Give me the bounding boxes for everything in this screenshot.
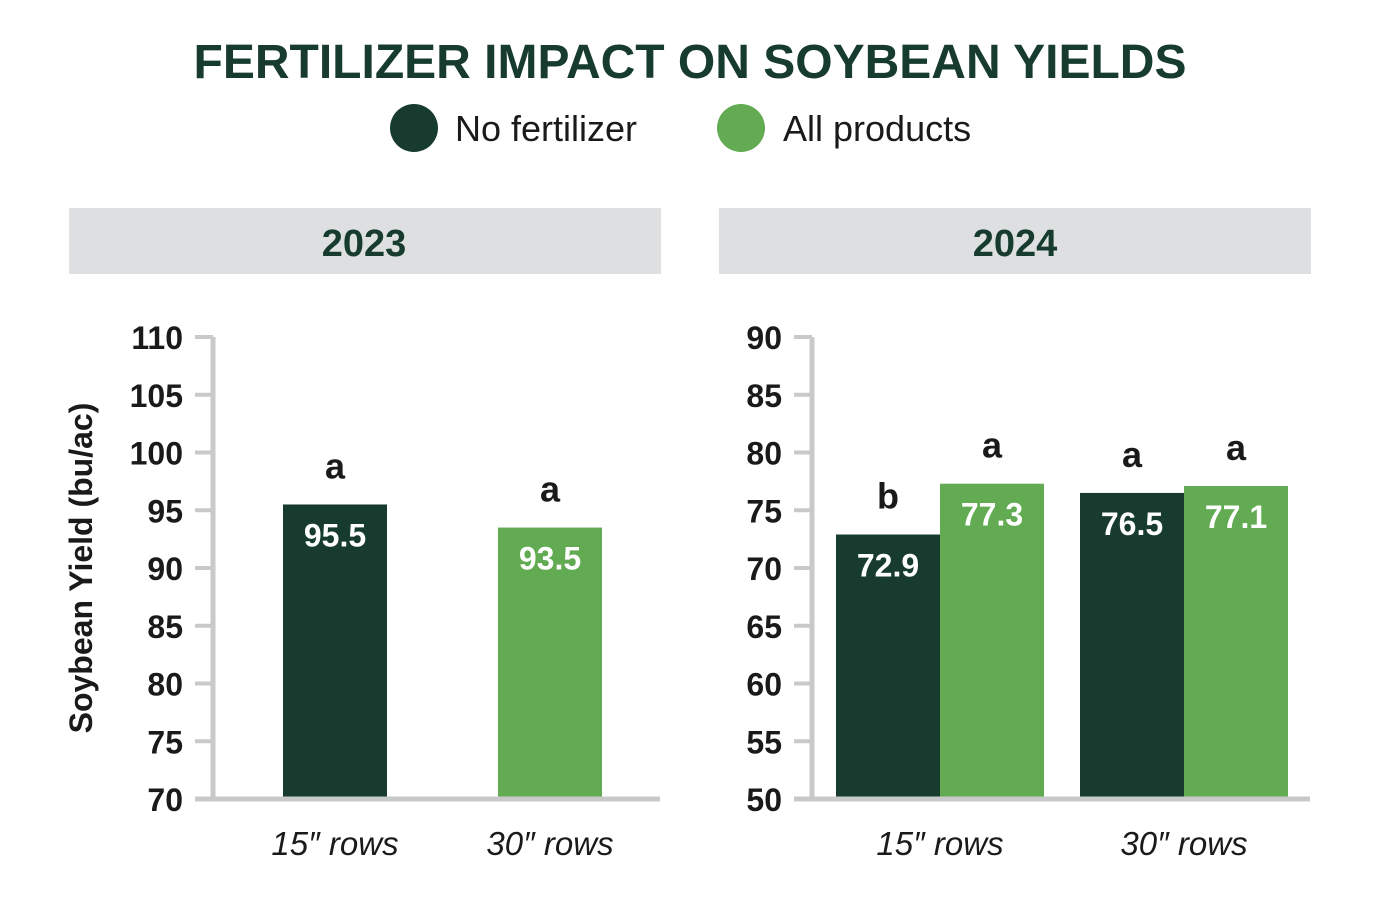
y-tick-label: 75 [147,724,183,760]
bar [1080,492,1184,799]
y-tick-label: 90 [746,320,782,356]
bar-value-label: 93.5 [519,541,581,577]
y-axis-label: Soybean Yield (bu/ac) [63,403,99,734]
bar [1184,485,1288,799]
panel-2023: 2023 Soybean Yield (bu/ac) 70 75 80 85 90 95 1… [63,208,661,862]
bar [836,534,940,799]
chart-title: FERTILIZER IMPACT ON SOYBEAN YIELDS [194,36,1187,89]
y-tick-label: 70 [147,782,183,818]
y-tick-label: 55 [746,724,782,760]
y-tick-label: 70 [746,551,782,587]
significance-letter: a [1226,427,1247,468]
legend-label-all-products: All products [783,108,971,149]
legend-label-no-fertilizer: No fertilizer [455,108,637,149]
bar-value-label: 72.9 [857,548,919,584]
y-tick-label: 75 [746,493,782,529]
x-category-label: 30″ rows [486,825,613,862]
y-tick-label: 80 [746,436,782,472]
significance-letter: a [982,425,1003,466]
bar-value-label: 77.3 [961,497,1023,533]
bar-value-label: 76.5 [1101,506,1163,542]
bar [283,504,387,799]
y-tick-label: 85 [147,609,183,645]
significance-letter: a [540,469,561,510]
y-tick-label: 110 [131,320,183,356]
y-tick-label: 50 [746,782,782,818]
panel-title-2023: 2023 [322,223,407,265]
bar [498,527,602,799]
y-tick-label: 90 [147,551,183,587]
y-tick-label: 85 [746,378,782,414]
x-category-label: 15″ rows [271,825,398,862]
panel-header-2024 [719,208,1311,274]
significance-letter: a [325,445,346,486]
bar-value-label: 77.1 [1205,499,1267,535]
y-tick-label: 80 [147,667,183,703]
significance-letter: b [877,476,899,517]
panel-2024-marks: 50 55 60 65 70 75 80 85 90 72.9 b 77.3 a 76.5 a 77.1 a 15… [746,320,1310,862]
panel-header-2023 [69,208,661,274]
panel-2023-marks: 70 75 80 85 90 95 100 105 110 95.5 a 93.5 a 15″ rows 3… [130,320,660,862]
y-tick-label: 105 [130,378,183,414]
significance-letter: a [1122,434,1143,475]
legend: No fertilizer All products [390,104,971,152]
y-tick-label: 100 [130,436,183,472]
panel-2024: 2024 50 55 60 65 70 75 80 85 90 72.9 b 77.3 a 76.5 a 77… [719,208,1311,862]
x-category-label: 30″ rows [1120,825,1247,862]
legend-swatch-no-fertilizer [390,104,438,152]
y-tick-label: 95 [147,493,183,529]
legend-swatch-all-products [717,104,765,152]
bar-value-label: 95.5 [304,517,366,553]
x-category-label: 15″ rows [876,825,1003,862]
panel-title-2024: 2024 [973,223,1058,265]
bar [940,483,1044,799]
y-tick-label: 60 [746,667,782,703]
y-tick-label: 65 [746,609,782,645]
